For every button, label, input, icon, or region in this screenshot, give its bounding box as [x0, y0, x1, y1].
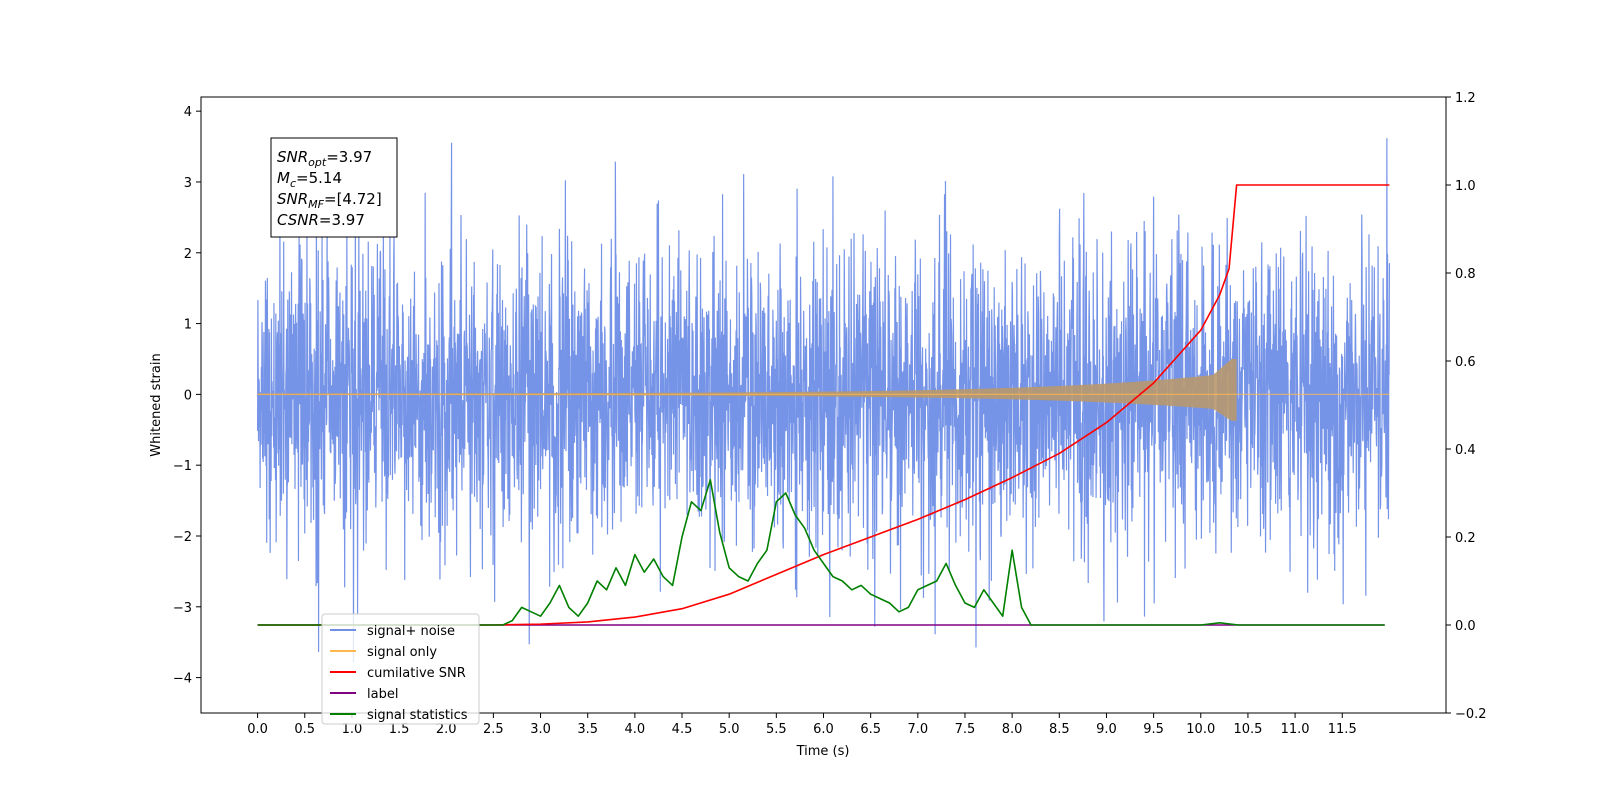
stats-value: =[4.72]: [324, 190, 382, 208]
x-tick-label: 7.0: [907, 722, 928, 737]
y-tick-label: 0: [184, 388, 192, 403]
stats-annotation-line: SNRMF=[4.72]: [277, 190, 382, 211]
legend-label: signal only: [367, 645, 437, 660]
x-tick-label: 0.5: [294, 722, 315, 737]
y2-tick-label: 0.0: [1455, 619, 1476, 634]
x-tick-label: 1.0: [342, 722, 363, 737]
y-tick-label: −1: [173, 459, 192, 474]
legend-box: [321, 613, 480, 725]
x-tick-label: 9.0: [1096, 722, 1117, 737]
stats-subscript: opt: [308, 156, 327, 169]
legend: signal+ noise signal only cumilative SNR la…: [321, 613, 480, 725]
stats-symbol: M: [277, 169, 290, 187]
x-tick-label: 5.0: [719, 722, 740, 737]
x-axis: 0.0 0.5 1.0 1.5 2.0 2.5 3.0 3.5 4.0 4.5 5.0 5.5 6.0 6…: [247, 713, 1357, 737]
y-tick-label: −2: [173, 530, 192, 545]
legend-label: signal statistics: [367, 708, 468, 723]
y-tick-label: −4: [173, 672, 192, 687]
x-tick-label: 11.0: [1281, 722, 1310, 737]
stats-annotation-line: Mc=5.14: [277, 169, 342, 190]
x-axis-label: Time (s): [796, 744, 850, 759]
stats-annotation-box: [270, 137, 398, 238]
y2-tick-label: 1.0: [1455, 179, 1476, 194]
y-tick-label: 2: [184, 247, 192, 262]
stats-annotation-line: SNRopt=3.97: [277, 148, 372, 169]
legend-label: cumilative SNR: [367, 666, 466, 681]
x-tick-label: 5.5: [766, 722, 787, 737]
y-axis-left: 4 3 2 1 0 −1 −2 −3 −4: [173, 105, 201, 687]
stats-value: =3.97: [319, 211, 365, 229]
x-tick-label: 9.5: [1143, 722, 1164, 737]
y-tick-label: 3: [184, 176, 192, 191]
stats-subscript: c: [290, 177, 296, 190]
x-tick-label: 10.0: [1186, 722, 1215, 737]
stats-annotation-line: CSNR=3.97: [277, 211, 365, 229]
y2-tick-label: −0.2: [1455, 707, 1487, 722]
x-tick-label: 11.5: [1328, 722, 1357, 737]
y-axis-label: Whitened strain: [149, 353, 164, 456]
y-tick-label: 1: [184, 318, 192, 333]
x-tick-label: 10.5: [1233, 722, 1262, 737]
stats-symbol: SNR: [277, 148, 308, 166]
series-cumilative-snr-line: [257, 184, 1390, 626]
x-tick-label: 8.5: [1049, 722, 1070, 737]
x-tick-label: 4.5: [672, 722, 693, 737]
x-tick-label: 8.0: [1002, 722, 1023, 737]
series-signal-only-band: [257, 358, 1237, 421]
y-axis-right: 1.2 1.0 0.8 0.6 0.4 0.2 0.0 −0.2: [1446, 91, 1487, 722]
x-tick-label: 0.0: [247, 722, 268, 737]
y2-tick-label: 0.2: [1455, 531, 1476, 546]
series-signal-noise-line: [256, 138, 1391, 663]
x-tick-label: 3.0: [530, 722, 551, 737]
legend-label: signal+ noise: [367, 624, 455, 639]
series-signal-statistics-line: [257, 479, 1385, 626]
stats-value: =5.14: [296, 169, 342, 187]
y-tick-label: 4: [184, 105, 192, 120]
x-tick-label: 7.5: [955, 722, 976, 737]
stats-symbol: CSNR: [277, 211, 319, 229]
y-tick-label: −3: [173, 601, 192, 616]
stats-symbol: SNR: [277, 190, 308, 208]
stats-subscript: MF: [308, 198, 324, 211]
x-tick-label: 2.0: [436, 722, 457, 737]
y2-tick-label: 0.6: [1455, 355, 1476, 370]
x-tick-label: 3.5: [577, 722, 598, 737]
x-tick-label: 4.0: [625, 722, 646, 737]
y2-tick-label: 1.2: [1455, 91, 1476, 106]
y2-tick-label: 0.8: [1455, 267, 1476, 282]
x-tick-label: 1.5: [389, 722, 410, 737]
legend-label: label: [367, 687, 398, 702]
x-tick-label: 6.0: [813, 722, 834, 737]
stats-value: =3.97: [326, 148, 372, 166]
x-tick-label: 2.5: [483, 722, 504, 737]
y2-tick-label: 0.4: [1455, 443, 1476, 458]
x-tick-label: 6.5: [860, 722, 881, 737]
